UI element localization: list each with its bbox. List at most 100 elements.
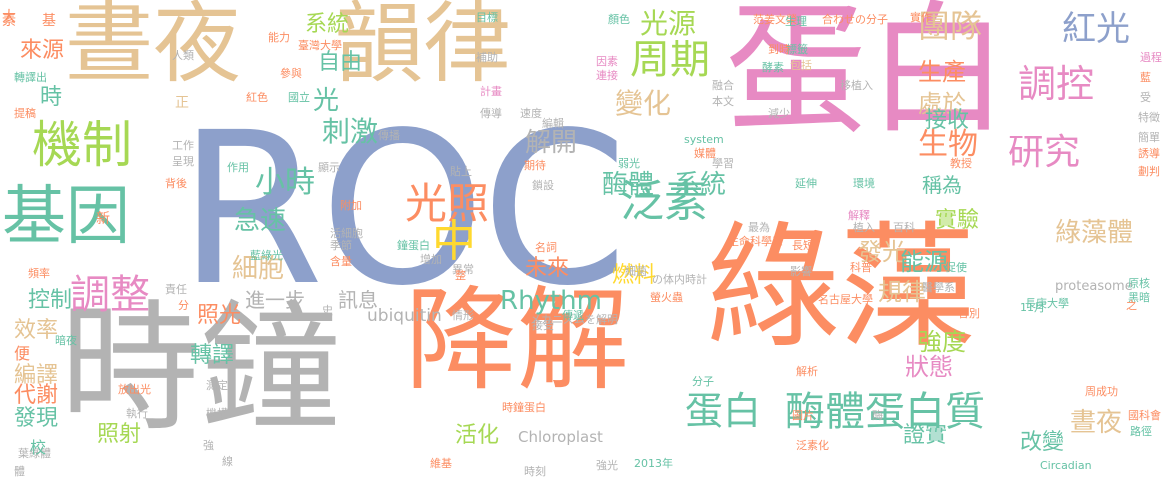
cloud-word: 小時 xyxy=(255,168,315,198)
cloud-word: 光 xyxy=(313,88,339,114)
cloud-word: 各別 xyxy=(958,308,980,319)
cloud-word: 環境 xyxy=(853,178,875,189)
cloud-word: 鐘蛋白 xyxy=(397,240,430,251)
cloud-word: 新 xyxy=(96,212,110,226)
cloud-word: 細菌 xyxy=(625,266,647,277)
cloud-word: 實驗 xyxy=(935,210,979,232)
cloud-word: 過程 xyxy=(1140,52,1162,63)
cloud-word: 酶體蛋白質 xyxy=(785,392,985,432)
cloud-word: 情形 xyxy=(452,310,474,321)
cloud-word: 解開 xyxy=(525,130,577,156)
cloud-word: 分 xyxy=(178,300,189,311)
cloud-word: 受 xyxy=(1140,92,1151,103)
cloud-word: 測定 xyxy=(206,380,228,391)
cloud-word: 頻率 xyxy=(28,268,50,279)
cloud-word: 周成功 xyxy=(1085,386,1118,397)
cloud-word: 到時 xyxy=(768,44,790,55)
cloud-word: 特徵 xyxy=(1138,112,1160,123)
cloud-word: 研究 xyxy=(1008,135,1080,171)
cloud-word: 放出光 xyxy=(118,384,151,395)
cloud-word: 簡單 xyxy=(1138,132,1160,143)
cloud-word: 臺灣大學 xyxy=(298,40,342,51)
cloud-word: 責任 xyxy=(165,284,187,295)
cloud-word: 貼上 xyxy=(450,166,472,177)
cloud-word: 分子 xyxy=(692,376,714,387)
cloud-word: 酶體 xyxy=(602,172,654,198)
cloud-word: 合わせの分子 xyxy=(822,14,888,25)
cloud-word: 名古屋大學 xyxy=(818,294,873,305)
cloud-word: 提稿 xyxy=(14,108,36,119)
cloud-word: 效率 xyxy=(14,320,58,342)
cloud-word: 弱光 xyxy=(618,158,640,169)
cloud-word: 學習 xyxy=(712,158,734,169)
cloud-word: Circadian xyxy=(1040,460,1092,471)
cloud-word: Rhythm xyxy=(500,288,602,314)
cloud-word: 傳遞 xyxy=(562,310,584,321)
cloud-word: 基因 xyxy=(2,185,130,249)
cloud-word: 國立 xyxy=(288,92,310,103)
cloud-word: 原核 xyxy=(1128,278,1150,289)
cloud-word: 因素 xyxy=(596,56,618,67)
cloud-word: 發現 xyxy=(14,408,58,430)
cloud-word: 人類 xyxy=(172,50,194,61)
cloud-word: 誘導 xyxy=(1138,148,1160,159)
cloud-word: 調整 xyxy=(70,275,150,315)
cloud-word: 能力 xyxy=(268,32,290,43)
cloud-word: 泛素化 xyxy=(796,440,829,451)
cloud-word: 醫學系 xyxy=(922,282,955,293)
cloud-word: 酶 xyxy=(872,410,883,421)
cloud-word: 接收 xyxy=(925,110,969,132)
cloud-word: 狀態 xyxy=(905,355,953,379)
cloud-word: 期待 xyxy=(524,160,546,171)
cloud-word: 目標 xyxy=(476,12,498,23)
cloud-word: 生物 xyxy=(918,130,978,160)
cloud-word: 證實 xyxy=(903,425,947,447)
cloud-word: 變化 xyxy=(615,90,671,118)
cloud-word: 周期 xyxy=(630,40,710,80)
cloud-word: 藍 xyxy=(1140,72,1151,83)
cloud-word: 時刻 xyxy=(524,466,546,477)
cloud-word: 強 xyxy=(203,440,214,451)
cloud-word: 顯示 xyxy=(318,162,340,173)
cloud-word: 代謝 xyxy=(14,385,58,407)
cloud-word: 補助 xyxy=(476,52,498,63)
cloud-word: 移植入 xyxy=(840,80,873,91)
cloud-word: 酵素 xyxy=(762,62,784,73)
cloud-word: 時 xyxy=(40,87,62,109)
cloud-word: 國科會 xyxy=(1128,410,1161,421)
cloud-word: 轉譯出 xyxy=(14,72,47,83)
cloud-word: 機制 xyxy=(32,120,132,170)
cloud-word: 蛋白 xyxy=(685,392,761,430)
cloud-word: 呈現 xyxy=(172,156,194,167)
cloud-word: 融合 xyxy=(712,80,734,91)
cloud-word: 自由 xyxy=(318,52,362,74)
cloud-word: 照光 xyxy=(197,305,241,327)
cloud-word: 附加 xyxy=(340,200,362,211)
cloud-word: 生命科學系 xyxy=(728,236,783,247)
cloud-word: 解析 xyxy=(796,366,818,377)
cloud-word: 系統 xyxy=(305,14,349,36)
cloud-word: 編輯 xyxy=(542,118,564,129)
cloud-word: 減少 xyxy=(768,108,790,119)
cloud-word: 系統 xyxy=(674,172,726,198)
cloud-word: 接受 xyxy=(532,320,554,331)
cloud-word: 促使 xyxy=(945,262,967,273)
cloud-word: 含量 xyxy=(330,256,352,267)
cloud-word: 維基 xyxy=(430,458,452,469)
cloud-word: 增加 xyxy=(420,254,442,265)
cloud-word: 2013年 xyxy=(634,458,673,469)
cloud-word: 時鐘蛋白 xyxy=(502,402,546,413)
cloud-word: 規律 xyxy=(878,280,926,304)
cloud-word: 活化 xyxy=(455,425,499,447)
cloud-word: 最為 xyxy=(748,222,770,233)
cloud-word: 生產 xyxy=(918,60,966,84)
cloud-word: 整 xyxy=(455,270,466,281)
cloud-word: 包括 xyxy=(790,60,812,71)
cloud-word: 改變 xyxy=(1020,432,1064,454)
cloud-word: proteasome xyxy=(1055,280,1133,293)
cloud-word: 工作 xyxy=(172,140,194,151)
cloud-word: Chloroplast xyxy=(518,430,603,445)
cloud-word: 參與 xyxy=(280,68,302,79)
cloud-word: 科普 xyxy=(850,262,872,273)
